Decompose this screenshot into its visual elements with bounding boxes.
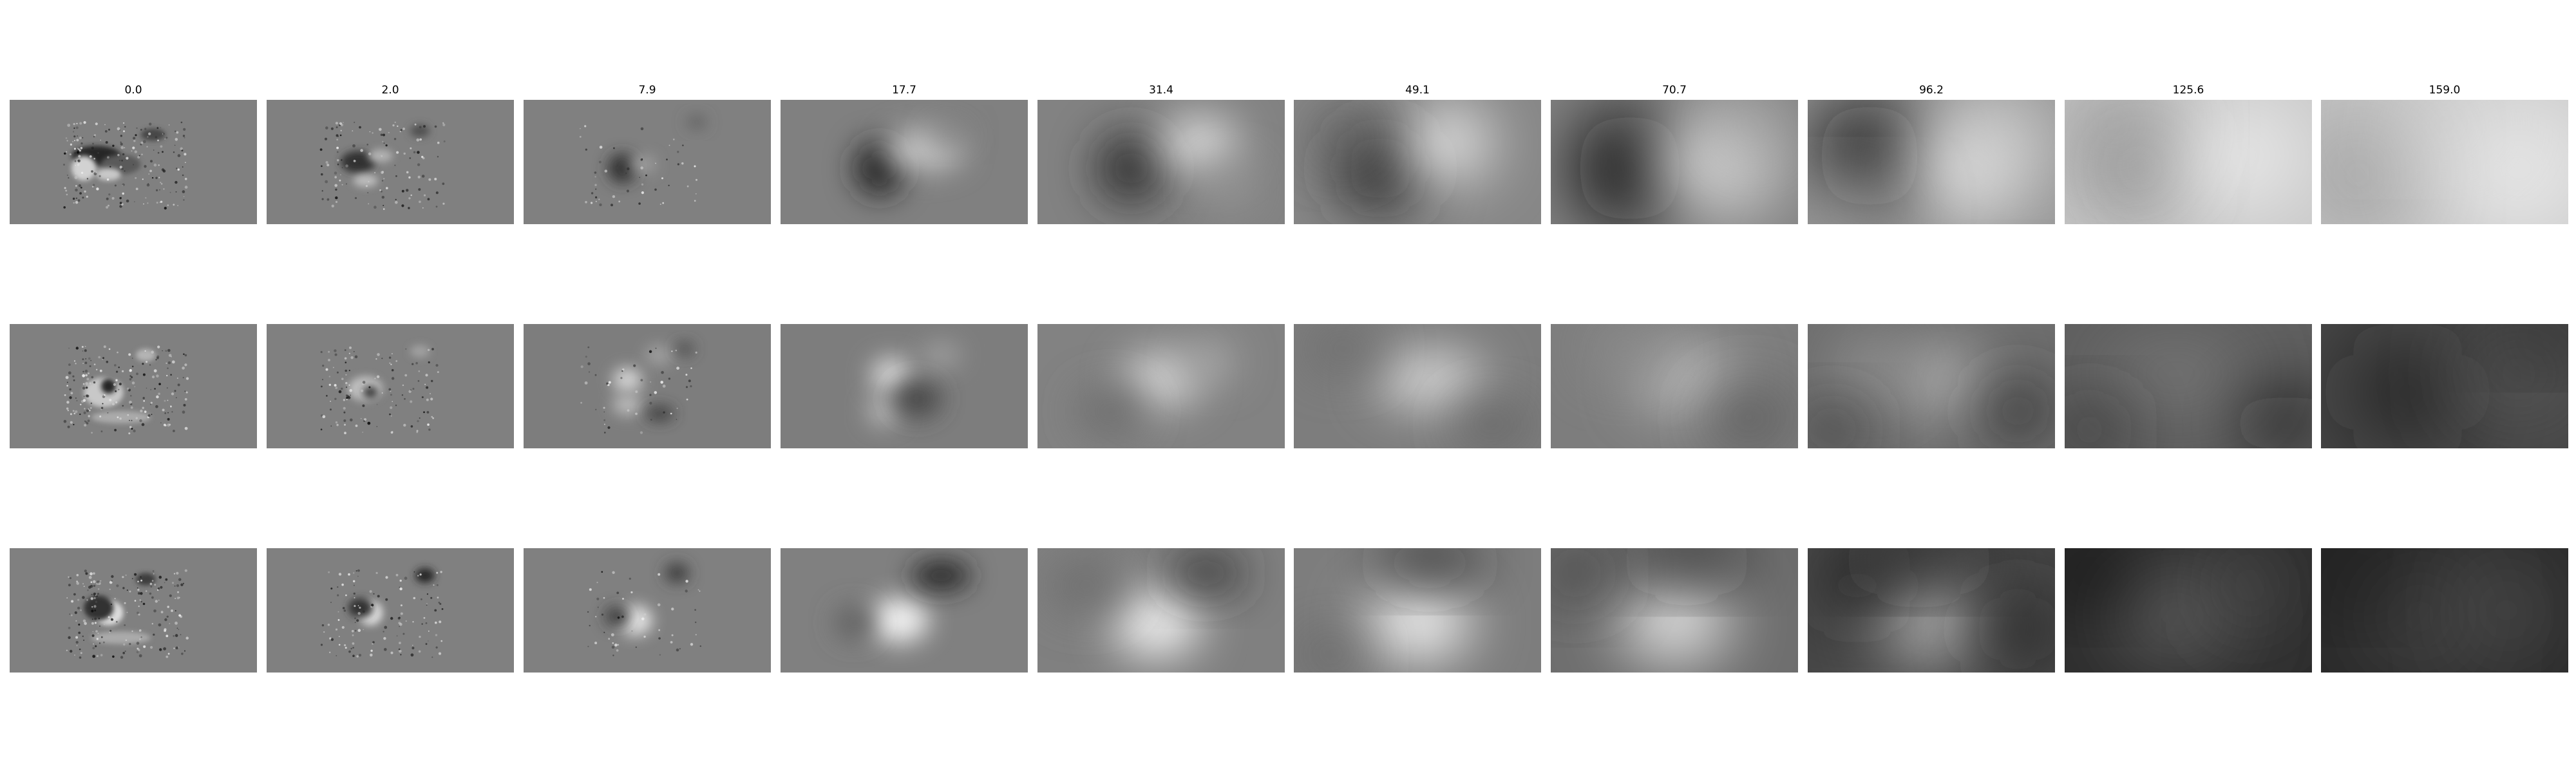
column-title: 17.7	[892, 84, 916, 97]
image-panel-graphic	[1037, 100, 1285, 224]
image-panel	[1551, 100, 1798, 224]
image-panel	[10, 548, 257, 673]
image-panel-graphic	[2321, 548, 2568, 673]
image-panel	[10, 100, 257, 224]
image-panel-graphic	[10, 548, 257, 673]
image-panel-graphic	[2321, 324, 2568, 448]
image-panel-graphic	[2065, 324, 2312, 448]
image-panel	[267, 548, 514, 673]
image-panel-graphic	[267, 324, 514, 448]
image-panel-graphic	[1551, 100, 1798, 224]
image-panel	[1037, 100, 1285, 224]
column-title: 49.1	[1405, 84, 1430, 97]
image-panel	[524, 548, 771, 673]
image-panel	[781, 548, 1028, 673]
image-panel	[1294, 100, 1541, 224]
image-panel-graphic	[1294, 100, 1541, 224]
image-panel-graphic	[524, 324, 771, 448]
column-title: 159.0	[2429, 84, 2461, 97]
image-panel	[1294, 324, 1541, 448]
image-panel-graphic	[267, 100, 514, 224]
image-panel-graphic	[10, 100, 257, 224]
image-panel	[2321, 324, 2568, 448]
image-panel-graphic	[2065, 100, 2312, 224]
image-panel	[10, 324, 257, 448]
column-title: 31.4	[1149, 84, 1173, 97]
column-title: 7.9	[638, 84, 656, 97]
image-panel	[267, 324, 514, 448]
image-panel-graphic	[1294, 324, 1541, 448]
image-panel-graphic	[781, 100, 1028, 224]
image-panel	[1551, 324, 1798, 448]
image-panel-graphic	[2065, 548, 2312, 673]
image-panel-graphic	[267, 548, 514, 673]
image-panel	[1037, 548, 1285, 673]
column-title: 125.6	[2172, 84, 2204, 97]
image-panel-graphic	[524, 100, 771, 224]
image-panel	[1808, 324, 2055, 448]
image-panel	[2321, 100, 2568, 224]
image-panel-graphic	[781, 324, 1028, 448]
image-panel-graphic	[1808, 548, 2055, 673]
image-panel-graphic	[1808, 324, 2055, 448]
image-panel	[1808, 548, 2055, 673]
image-panel	[524, 324, 771, 448]
image-panel-graphic	[1037, 324, 1285, 448]
image-panel	[2065, 100, 2312, 224]
column-title: 96.2	[1919, 84, 1944, 97]
image-panel	[1808, 100, 2055, 224]
image-panel	[267, 100, 514, 224]
image-panel-graphic	[781, 548, 1028, 673]
image-panel	[781, 100, 1028, 224]
column-title: 70.7	[1662, 84, 1687, 97]
image-panel	[2321, 548, 2568, 673]
image-panel-graphic	[524, 548, 771, 673]
image-panel-graphic	[1037, 548, 1285, 673]
image-panel	[524, 100, 771, 224]
image-panel-graphic	[1294, 548, 1541, 673]
image-panel-graphic	[1551, 548, 1798, 673]
image-panel	[1037, 324, 1285, 448]
image-panel	[1551, 548, 1798, 673]
column-title: 2.0	[381, 84, 399, 97]
image-panel	[781, 324, 1028, 448]
image-panel-graphic	[2321, 100, 2568, 224]
image-panel	[2065, 548, 2312, 673]
image-panel-graphic	[1808, 100, 2055, 224]
column-title: 0.0	[124, 84, 142, 97]
image-panel	[1294, 548, 1541, 673]
image-panel-graphic	[10, 324, 257, 448]
image-panel-graphic	[1551, 324, 1798, 448]
image-panel	[2065, 324, 2312, 448]
